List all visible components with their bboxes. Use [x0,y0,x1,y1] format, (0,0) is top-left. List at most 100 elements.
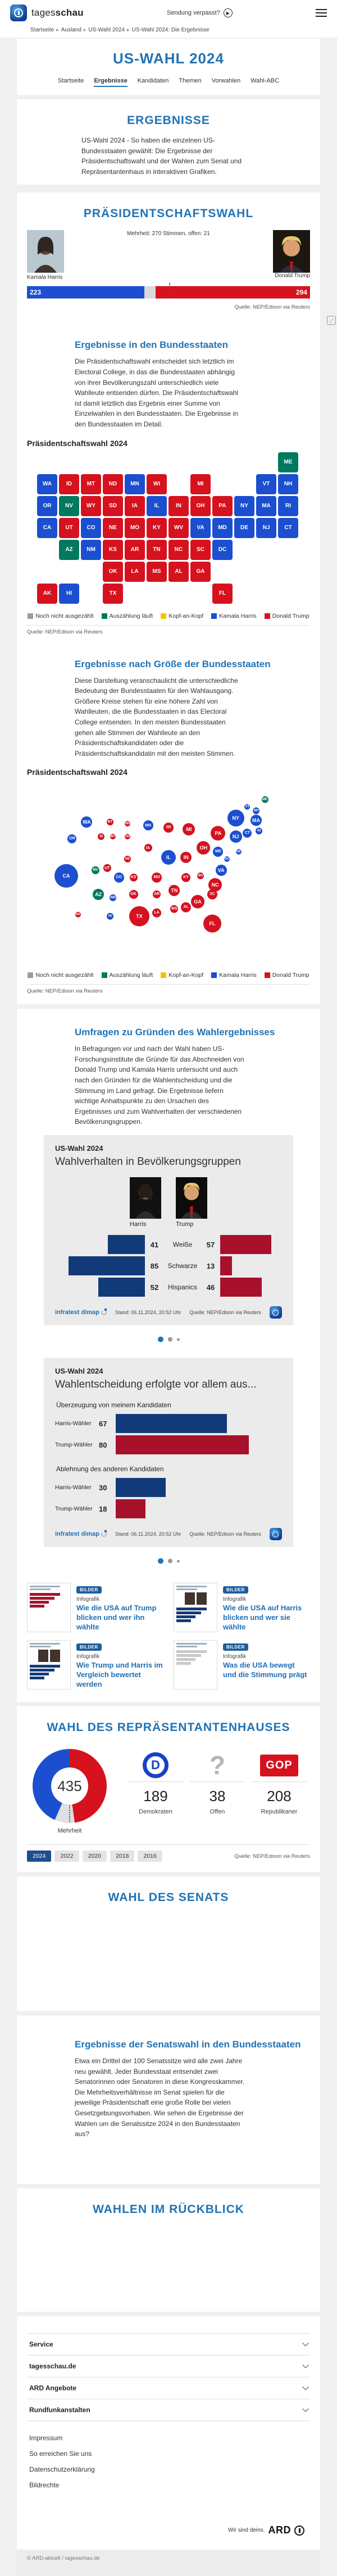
state-bubble-WA[interactable]: WA [81,816,93,828]
state-bubble-ND[interactable]: ND [125,821,131,827]
state-VT[interactable]: VT [256,474,276,494]
state-WY[interactable]: WY [81,495,101,516]
state-WI[interactable]: WI [147,474,167,494]
state-MS[interactable]: MS [147,561,167,582]
state-NM[interactable]: NM [81,539,101,560]
state-bubble-HI[interactable]: HI [107,913,113,920]
state-CT[interactable]: CT [278,517,298,538]
state-OH[interactable]: OH [190,495,211,516]
carousel-dot-active[interactable] [157,1558,163,1564]
state-RI[interactable]: RI [278,495,298,516]
state-AR[interactable]: AR [125,539,145,560]
state-bubble-AL[interactable]: AL [181,902,192,912]
state-ND[interactable]: ND [103,474,123,494]
state-NE[interactable]: NE [103,517,123,538]
state-NC[interactable]: NC [168,539,189,560]
state-DE[interactable]: DE [234,517,254,538]
state-bubble-ME[interactable]: ME [261,796,268,803]
state-UT[interactable]: UT [59,517,79,538]
state-bubble-MN[interactable]: MN [143,820,153,831]
state-bubble-NJ[interactable]: NJ [229,830,242,843]
state-OR[interactable]: OR [37,495,57,516]
state-bubble-SD[interactable]: SD [125,834,131,840]
state-bubble-AR[interactable]: AR [153,890,161,898]
tab-startseite[interactable]: Startseite [57,77,84,84]
state-bubble-NY[interactable]: NY [227,810,244,827]
state-AZ[interactable]: AZ [59,539,79,560]
teaser-link[interactable]: BILDER Infografik Was die USA bewegt und d… [174,1640,310,1690]
tagesschau-logo[interactable]: tagesschau [10,4,84,21]
state-bubble-IL[interactable]: IL [161,850,176,865]
carousel-dot[interactable] [176,1338,180,1341]
state-ME[interactable]: ME [278,452,298,472]
footer-link[interactable]: So erreichen Sie uns [29,2450,92,2458]
state-bubble-NM[interactable]: NM [110,894,117,902]
state-bubble-NV[interactable]: NV [92,866,99,874]
state-AL[interactable]: AL [168,561,189,582]
state-PA[interactable]: PA [212,495,233,516]
state-bubble-OK[interactable]: OK [129,889,138,899]
state-NH[interactable]: NH [278,474,298,494]
state-AK[interactable]: AK [37,583,57,604]
state-NY[interactable]: NY [234,495,254,516]
state-bubble-SC[interactable]: SC [207,889,217,899]
state-bubble-WV[interactable]: WV [197,872,204,879]
tab-themen[interactable]: Themen [179,77,202,84]
state-bubble-VT[interactable]: VT [244,804,251,810]
state-bubble-ID[interactable]: ID [98,833,105,841]
state-bubble-OR[interactable]: OR [67,834,77,843]
state-NV[interactable]: NV [59,495,79,516]
state-bubble-KS[interactable]: KS [129,873,138,881]
state-bubble-MT[interactable]: MT [107,818,113,825]
state-bubble-DE[interactable]: DE [235,848,242,855]
state-GA[interactable]: GA [190,561,211,582]
state-bubble-IA[interactable]: IA [144,844,152,852]
state-MO[interactable]: MO [125,517,145,538]
state-bubble-CT[interactable]: CT [243,828,252,838]
state-bubble-MS[interactable]: MS [170,904,179,913]
state-bubble-MI[interactable]: MI [183,823,195,836]
state-bubble-MD[interactable]: MD [213,846,224,857]
year-button-2024[interactable]: 2024 [27,1851,52,1862]
teaser-link[interactable]: BILDER Infografik Wie die USA auf Harris b… [174,1583,310,1633]
year-button-2018[interactable]: 2018 [110,1851,135,1862]
footer-accordion-rundfunkanstalten[interactable]: Rundfunkanstalten [27,2399,310,2422]
state-bubble-AZ[interactable]: AZ [93,888,104,900]
year-button-2022[interactable]: 2022 [54,1851,79,1862]
footer-link[interactable]: Datenschutzerklärung [29,2465,95,2474]
sendung-verpasst-link[interactable]: Sendung verpasst? ▶ [167,8,233,17]
state-WA[interactable]: WA [37,474,57,494]
state-bubble-MA[interactable]: MA [251,814,262,826]
footer-link[interactable]: Bildrechte [29,2481,60,2490]
teaser-link[interactable]: BILDER Infografik Wie Trump und Harris im … [27,1640,163,1690]
footer-accordion-tagesschaude[interactable]: tagesschau.de [27,2355,310,2377]
state-bubble-LA[interactable]: LA [152,908,162,917]
breadcrumb-link[interactable]: Ausland [61,27,81,33]
carousel-dot[interactable] [167,1337,172,1342]
state-bubble-GA[interactable]: GA [191,894,204,908]
state-MA[interactable]: MA [256,495,276,516]
state-bubble-OH[interactable]: OH [197,841,211,855]
carousel-dot-active[interactable] [157,1337,163,1343]
state-IN[interactable]: IN [168,495,189,516]
state-TN[interactable]: TN [147,539,167,560]
state-bubble-VA[interactable]: VA [215,864,227,876]
state-bubble-FL[interactable]: FL [203,915,221,933]
state-bubble-CO[interactable]: CO [113,872,124,883]
state-bubble-TN[interactable]: TN [168,884,180,896]
state-bubble-CA[interactable]: CA [54,864,78,888]
breadcrumb-link[interactable]: US-Wahl 2024: Die Ergebnisse [131,27,210,33]
state-CA[interactable]: CA [37,517,57,538]
state-bubble-KY[interactable]: KY [181,873,191,882]
state-NJ[interactable]: NJ [256,517,276,538]
state-WV[interactable]: WV [168,517,189,538]
carousel-dot[interactable] [167,1559,172,1564]
state-bubble-TX[interactable]: TX [129,906,149,927]
state-IL[interactable]: IL [147,495,167,516]
tab-ergebnisse[interactable]: Ergebnisse [94,77,127,87]
state-bubble-NH[interactable]: NH [253,807,259,815]
fullscreen-icon[interactable]: ⤢ [327,316,336,325]
state-bubble-WI[interactable]: WI [163,822,174,833]
state-TX[interactable]: TX [103,583,123,604]
state-MD[interactable]: MD [212,517,233,538]
